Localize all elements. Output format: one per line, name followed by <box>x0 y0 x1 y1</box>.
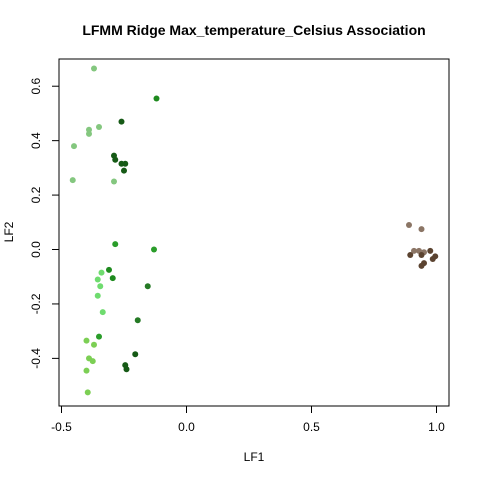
y-tick-label: 0.6 <box>29 78 43 95</box>
data-point <box>69 177 76 184</box>
y-tick-label: 0.4 <box>29 132 43 149</box>
data-point <box>418 262 425 269</box>
y-tick-label: -0.2 <box>29 293 43 314</box>
data-point <box>112 241 119 248</box>
data-points <box>69 65 439 396</box>
data-point <box>109 275 116 282</box>
data-point <box>112 156 119 163</box>
x-tick-label: 0.5 <box>303 420 320 434</box>
data-point <box>132 351 139 358</box>
data-point <box>86 130 92 137</box>
data-point <box>153 95 160 102</box>
data-point <box>144 283 151 290</box>
data-point <box>94 292 101 299</box>
y-axis: -0.4 -0.2 0.0 0.2 0.4 0.6 <box>29 78 60 369</box>
data-point <box>407 251 414 258</box>
data-point <box>418 226 425 233</box>
data-point <box>111 178 117 185</box>
y-axis-label: LF2 <box>2 221 16 242</box>
data-point <box>427 247 434 254</box>
data-point <box>83 337 90 344</box>
data-point <box>429 256 436 263</box>
data-point <box>418 251 425 258</box>
x-tick-label: 1.0 <box>428 420 445 434</box>
data-point <box>151 246 157 253</box>
y-tick-label: 0.2 <box>29 186 43 203</box>
data-point <box>96 124 102 131</box>
data-point <box>89 358 96 365</box>
data-point <box>121 167 127 174</box>
y-tick-label: -0.4 <box>29 348 43 369</box>
data-point <box>106 266 112 273</box>
data-point <box>96 333 102 340</box>
data-point <box>97 283 104 290</box>
data-point <box>99 309 106 316</box>
data-point <box>91 341 97 348</box>
plot-area <box>58 58 450 407</box>
x-axis-label: LF1 <box>244 450 265 464</box>
data-point <box>406 222 412 229</box>
data-point <box>94 276 101 283</box>
data-point <box>84 389 91 396</box>
data-point <box>123 366 130 373</box>
data-point <box>411 247 417 254</box>
chart-title: LFMM Ridge Max_temperature_Celsius Assoc… <box>82 22 425 38</box>
data-point <box>83 367 90 374</box>
x-axis: -0.5 0.0 0.5 1.0 <box>51 405 445 434</box>
data-point <box>134 317 141 324</box>
data-point <box>71 143 77 150</box>
data-point <box>122 160 129 167</box>
data-point <box>118 118 125 125</box>
y-tick-label: 0.0 <box>29 241 43 258</box>
data-point <box>91 65 97 72</box>
data-point <box>98 269 105 276</box>
x-tick-label: 0.0 <box>178 420 195 434</box>
x-tick-label: -0.5 <box>51 420 72 434</box>
